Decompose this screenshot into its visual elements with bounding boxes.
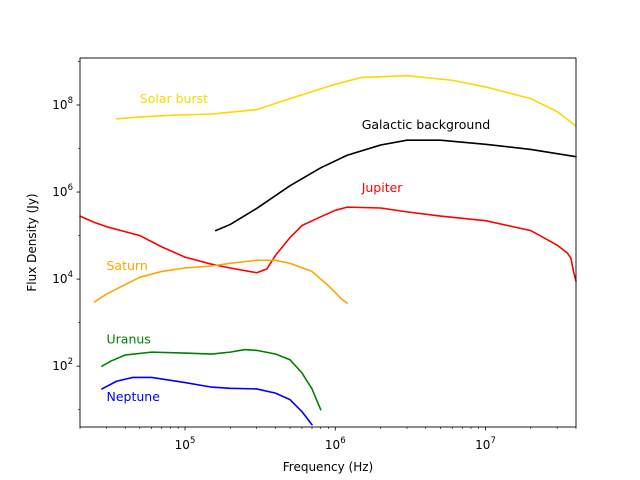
series-line-jupiter xyxy=(79,206,577,282)
y-tick-label: 102 xyxy=(52,357,73,373)
series-line-uranus xyxy=(101,348,322,411)
x-tick-label: 107 xyxy=(475,436,496,452)
series-label-galactic-background: Galactic background xyxy=(362,117,491,132)
series-layer xyxy=(79,74,577,426)
series-label-jupiter: Jupiter xyxy=(361,180,404,195)
y-tick-label: 108 xyxy=(52,96,73,112)
series-line-solar-burst xyxy=(115,74,577,127)
ticks-layer: 105 106 107 102 104 106 108 xyxy=(52,61,577,452)
series-line-saturn xyxy=(93,259,348,304)
series-label-uranus: Uranus xyxy=(107,332,151,347)
series-label-saturn: Saturn xyxy=(107,258,148,273)
x-tick-label: 106 xyxy=(325,436,346,452)
series-labels-layer: Solar burst Galactic background Jupiter Sat… xyxy=(107,91,491,404)
plot-frame xyxy=(79,57,577,428)
series-label-neptune: Neptune xyxy=(107,389,161,404)
series-line-galactic-background xyxy=(214,139,577,232)
series-line-neptune xyxy=(101,376,313,426)
y-tick-label: 106 xyxy=(52,183,73,199)
series-label-solar-burst: Solar burst xyxy=(140,91,208,106)
x-axis-label: Frequency (Hz) xyxy=(283,460,374,474)
y-axis-label: Flux Density (Jy) xyxy=(25,193,39,291)
x-tick-label: 105 xyxy=(175,436,196,452)
y-tick-label: 104 xyxy=(52,270,73,286)
